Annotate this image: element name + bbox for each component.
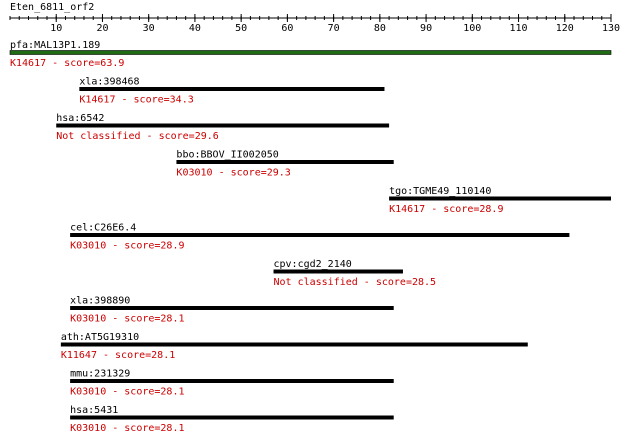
- hit-name[interactable]: cel:C26E6.4: [70, 223, 136, 234]
- hit-bar[interactable]: [70, 379, 394, 383]
- hit-score[interactable]: K14617 - score=34.3: [79, 95, 193, 106]
- hit-score[interactable]: K14617 - score=63.9: [10, 58, 124, 69]
- axis-tick-label: 30: [143, 23, 155, 34]
- hit-name[interactable]: hsa:5431: [70, 405, 118, 416]
- axis-tick-label: 20: [96, 23, 108, 34]
- hit-score[interactable]: K03010 - score=28.1: [70, 314, 184, 325]
- hit-name[interactable]: tgo:TGME49_110140: [389, 186, 491, 197]
- query-title: Eten_6811_orf2: [10, 2, 94, 13]
- axis-tick-label: 40: [189, 23, 201, 34]
- axis-tick-label: 110: [510, 23, 528, 34]
- hit-name[interactable]: cpv:cgd2_2140: [274, 259, 352, 270]
- hit-row: ath:AT5G19310 K11647 - score=28.1: [60, 332, 528, 361]
- hit-row: hsa:6542 Not classified - score=29.6: [56, 113, 390, 142]
- hit-row: xla:398890 K03010 - score=28.1: [70, 296, 394, 325]
- hit-bar[interactable]: [70, 233, 570, 237]
- hit-score[interactable]: K03010 - score=28.9: [70, 241, 184, 252]
- hit-bar[interactable]: [56, 123, 390, 128]
- axis-tick-label: 60: [281, 23, 293, 34]
- hit-row: cel:C26E6.4 K03010 - score=28.9: [70, 223, 570, 252]
- hit-score[interactable]: Not classified - score=29.6: [56, 131, 219, 142]
- axis-tick-label: 120: [556, 23, 574, 34]
- hit-row: mmu:231329 K03010 - score=28.1: [70, 369, 394, 398]
- hit-name[interactable]: hsa:6542: [56, 113, 104, 124]
- hit-row: xla:398468 K14617 - score=34.3: [79, 77, 385, 106]
- hit-name[interactable]: bbo:BBOV_II002050: [176, 150, 278, 161]
- axis-tick-label: 10: [50, 23, 62, 34]
- hit-bar[interactable]: [389, 196, 611, 201]
- hit-score[interactable]: K14617 - score=28.9: [389, 204, 503, 215]
- axis-tick-label: 100: [463, 23, 481, 34]
- hit-bar[interactable]: [273, 269, 403, 274]
- hit-row: cpv:cgd2_2140 Not classified - score=28.5: [273, 259, 437, 288]
- axis-tick-label: 80: [374, 23, 386, 34]
- hit-score[interactable]: K11647 - score=28.1: [61, 350, 175, 361]
- hit-bar[interactable]: [79, 87, 385, 91]
- hit-row: tgo:TGME49_110140 K14617 - score=28.9: [389, 186, 611, 215]
- hit-bar[interactable]: [70, 415, 394, 420]
- position-axis: 10 20 30 40 50 60 70 80 90 100 110 120 130: [9, 14, 620, 34]
- hit-bar[interactable]: [9, 50, 612, 55]
- hit-row: bbo:BBOV_II002050 K03010 - score=29.3: [176, 150, 394, 179]
- hit-bar[interactable]: [60, 342, 528, 347]
- hit-score[interactable]: K03010 - score=28.1: [70, 387, 184, 398]
- axis-tick-label: 90: [420, 23, 432, 34]
- hit-list: pfa:MAL13P1.189 K14617 - score=63.9 xla:39…: [9, 40, 612, 434]
- hit-bar[interactable]: [176, 160, 394, 164]
- hit-name[interactable]: mmu:231329: [70, 369, 130, 380]
- hit-name[interactable]: xla:398468: [79, 77, 139, 88]
- hit-bar[interactable]: [70, 306, 394, 310]
- axis-tick-label: 70: [328, 23, 340, 34]
- hit-score[interactable]: K03010 - score=28.1: [70, 423, 184, 434]
- hit-name[interactable]: xla:398890: [70, 296, 130, 307]
- hit-score[interactable]: K03010 - score=29.3: [176, 168, 290, 179]
- hit-score[interactable]: Not classified - score=28.5: [274, 277, 437, 288]
- hit-name[interactable]: ath:AT5G19310: [61, 332, 139, 343]
- axis-tick-label: 50: [235, 23, 247, 34]
- hit-row: pfa:MAL13P1.189 K14617 - score=63.9: [9, 40, 612, 69]
- axis-tick-label: 130: [602, 23, 620, 34]
- hit-name[interactable]: pfa:MAL13P1.189: [10, 40, 100, 51]
- hit-row: hsa:5431 K03010 - score=28.1: [70, 405, 394, 434]
